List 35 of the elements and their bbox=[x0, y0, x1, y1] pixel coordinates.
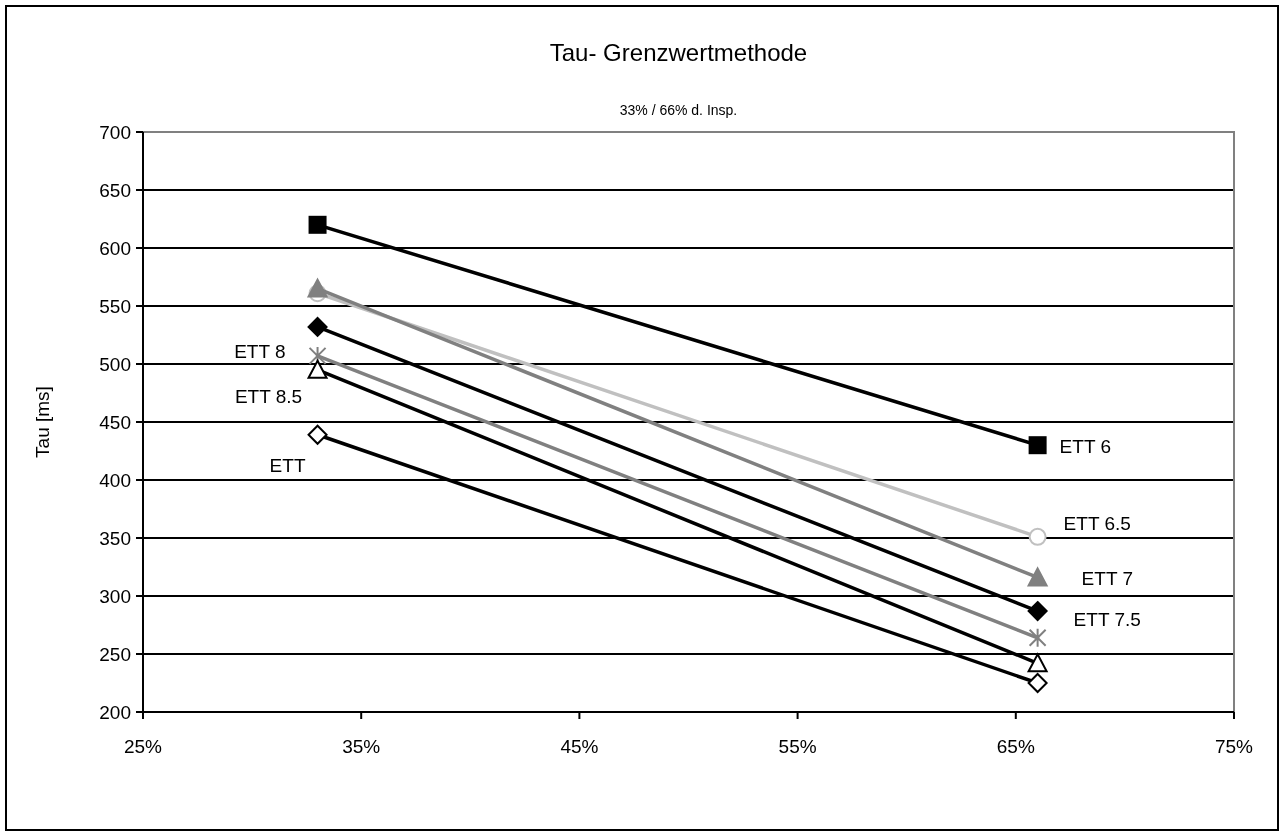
x-tick-label: 55% bbox=[778, 735, 817, 757]
y-tick-label: 400 bbox=[99, 469, 131, 491]
point bbox=[1028, 436, 1047, 455]
y-tick-label: 700 bbox=[99, 121, 131, 143]
series-label: ETT bbox=[269, 455, 306, 477]
point bbox=[1027, 673, 1048, 693]
y-tick-label: 650 bbox=[99, 179, 131, 201]
y-tick-label: 550 bbox=[99, 295, 131, 317]
y-axis-title: Tau [ms] bbox=[31, 386, 53, 458]
y-tick-label: 350 bbox=[99, 527, 131, 549]
point bbox=[1028, 527, 1047, 546]
y-tick-label: 300 bbox=[99, 585, 131, 607]
x-tick-label: 75% bbox=[1214, 735, 1254, 757]
point bbox=[308, 215, 327, 234]
x-tick-label: 65% bbox=[996, 735, 1035, 757]
y-tick-label: 200 bbox=[99, 701, 131, 723]
series-label: ETT 6 bbox=[1059, 435, 1112, 457]
chart-subtitle: 33% / 66% d. Insp. bbox=[619, 102, 738, 118]
point bbox=[1028, 627, 1047, 648]
series-label: ETT 8 bbox=[234, 341, 286, 363]
y-tick-label: 600 bbox=[99, 237, 131, 259]
series-label: ETT 8.5 bbox=[234, 386, 303, 408]
series-label: ETT 6.5 bbox=[1063, 513, 1131, 535]
y-tick-label: 450 bbox=[99, 411, 131, 433]
series-label: ETT 7 bbox=[1081, 567, 1134, 589]
chart-title: Tau- Grenzwertmethode bbox=[549, 38, 808, 66]
point bbox=[307, 316, 328, 337]
series-label: ETT 7.5 bbox=[1073, 608, 1141, 630]
point bbox=[1027, 601, 1048, 622]
x-tick-label: 35% bbox=[342, 735, 381, 757]
x-tick-label: 25% bbox=[123, 735, 163, 757]
x-tick-label: 45% bbox=[560, 735, 599, 757]
y-tick-label: 500 bbox=[99, 353, 131, 375]
y-tick-label: 250 bbox=[99, 643, 131, 665]
point bbox=[307, 424, 328, 445]
